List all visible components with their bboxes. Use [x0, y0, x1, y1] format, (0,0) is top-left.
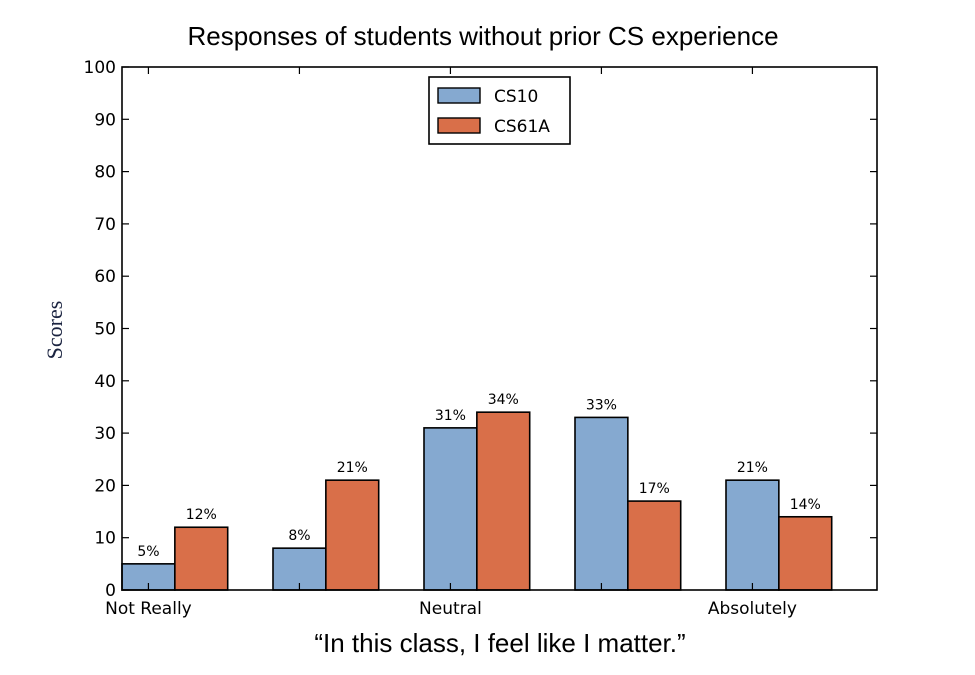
y-tick-label: 100 [84, 58, 116, 78]
y-tick-label: 30 [94, 424, 116, 444]
legend: CS10 CS61A [428, 76, 571, 145]
data-label-cs61a-1: 12% [186, 507, 217, 523]
data-label-cs10-3: 31% [435, 408, 466, 424]
bar-cs61a-5 [778, 515, 833, 591]
x-tick-label: Not Really [105, 599, 192, 619]
y-tick-label: 80 [94, 163, 116, 183]
x-tick-label: Neutral [419, 599, 482, 619]
data-label-cs61a-3: 34% [488, 392, 519, 408]
y-tick-label: 10 [94, 529, 116, 549]
bar-cs10-5 [725, 479, 780, 591]
data-label-cs61a-2: 21% [337, 460, 368, 476]
y-tick-label: 60 [94, 267, 116, 287]
x-tick-label: Absolutely [708, 599, 797, 619]
data-label-cs10-1: 5% [137, 544, 159, 560]
data-label-cs61a-5: 14% [790, 497, 821, 513]
y-axis-label: Scores [42, 301, 67, 360]
x-axis-label: “In this class, I feel like I matter.” [314, 628, 685, 658]
y-tick-label: 70 [94, 215, 116, 235]
y-tick-label: 20 [94, 476, 116, 496]
y-tick-label: 90 [94, 110, 116, 130]
legend-label-cs10: CS10 [494, 87, 538, 107]
chart-title: Responses of students without prior CS e… [187, 21, 778, 51]
plot-area: 5% 8% 31% 33% 21% 12% 21% 34% 17% 14% 0 10 20 30 40 50 6… [84, 58, 878, 619]
legend-swatch-cs10 [437, 87, 481, 104]
legend-swatch-cs61a [437, 117, 481, 134]
bar-cs10-4 [574, 416, 629, 591]
data-label-cs10-4: 33% [586, 397, 617, 413]
data-label-cs10-5: 21% [737, 460, 768, 476]
legend-label-cs61a: CS61A [494, 117, 550, 137]
bar-cs61a-3 [476, 411, 531, 591]
y-tick-label: 0 [105, 581, 116, 601]
bar-cs61a-2 [325, 479, 380, 591]
bar-cs10-3 [423, 427, 478, 591]
y-tick-label: 40 [94, 372, 116, 392]
bar-cs61a-4 [627, 500, 682, 591]
y-tick-label: 50 [94, 320, 116, 340]
bar-cs61a-1 [174, 526, 229, 591]
data-label-cs10-2: 8% [288, 528, 310, 544]
data-label-cs61a-4: 17% [639, 481, 670, 497]
